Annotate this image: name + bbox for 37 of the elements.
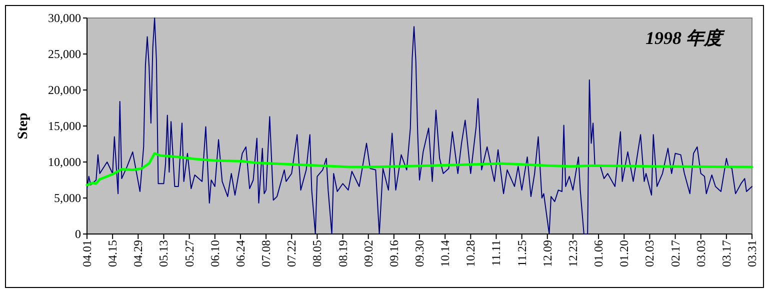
x-tick-label: 02.17: [668, 240, 682, 267]
x-tick-label: 09.30: [412, 240, 426, 267]
x-tick-label: 02.03: [642, 240, 657, 267]
x-tick-label: 04.01: [80, 240, 94, 267]
x-tick-label: 03.03: [694, 240, 708, 267]
x-tick-label: 12.23: [566, 240, 580, 267]
x-tick-label: 08.19: [336, 240, 350, 267]
y-tick-label: 5,000: [54, 191, 81, 205]
x-tick-label: 01.20: [617, 240, 632, 267]
x-tick-label: 07.22: [284, 240, 299, 267]
x-tick-label: 10.28: [464, 240, 478, 267]
x-tick-label: 09.02: [361, 240, 376, 267]
line-series: [86, 152, 754, 186]
x-tick-label: 05.13: [156, 240, 171, 267]
y-tick-label: 15,000: [48, 119, 81, 133]
x-tick-label: 05.27: [182, 240, 196, 267]
x-tick-label: 08.05: [310, 240, 324, 267]
x-tick-label: 04.15: [106, 240, 120, 267]
x-tick-label: 07.08: [259, 240, 274, 267]
x-tick-label: 03.31: [745, 240, 759, 267]
x-tick-label: 11.11: [489, 240, 504, 266]
y-tick-label: 30,000: [48, 11, 81, 25]
x-tick-label: 12.09: [540, 240, 554, 267]
y-tick-label: 25,000: [48, 47, 81, 61]
x-tick-label: 03.17: [719, 240, 734, 267]
text: 1998 年度: [646, 28, 725, 48]
x-tick-label: 06.24: [233, 240, 248, 267]
x-tick-label: 06.10: [208, 240, 222, 267]
y-tick-label: 10,000: [48, 155, 81, 169]
y-tick-label: 0: [75, 227, 81, 241]
x-tick-label: 10.14: [438, 240, 452, 267]
x-tick-label: 04.29: [131, 240, 146, 267]
x-tick-label: 01.06: [592, 240, 606, 267]
x-tick-label: 11.25: [514, 240, 529, 267]
x-tick-label: 09.16: [386, 240, 401, 267]
y-tick-label: 20,000: [48, 83, 81, 97]
y-axis-title: Step: [16, 112, 31, 140]
